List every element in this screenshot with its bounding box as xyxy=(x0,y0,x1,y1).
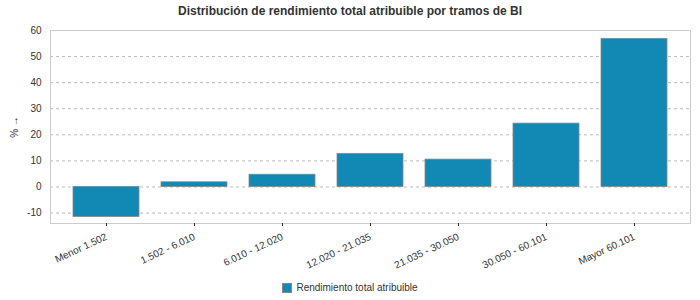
svg-text:60: 60 xyxy=(30,25,42,36)
svg-text:20: 20 xyxy=(30,129,42,140)
svg-text:10: 10 xyxy=(30,155,42,166)
svg-text:0: 0 xyxy=(36,181,42,192)
svg-text:30: 30 xyxy=(30,103,42,114)
svg-text:50: 50 xyxy=(30,51,42,62)
svg-text:-10: -10 xyxy=(27,207,42,218)
svg-text:% →: % → xyxy=(9,116,20,138)
svg-text:21.035 - 30.050: 21.035 - 30.050 xyxy=(393,231,462,271)
html-text:Distribución de rendimiento to: Distribución de rendimiento total atribu… xyxy=(178,4,522,18)
svg-text:1.502 - 6.010: 1.502 - 6.010 xyxy=(139,231,197,266)
svg-text:Mayor 60.101: Mayor 60.101 xyxy=(577,231,637,267)
svg-text:40: 40 xyxy=(30,77,42,88)
svg-text:30.050 - 60.101: 30.050 - 60.101 xyxy=(481,231,550,271)
svg-text:Menor 1.502: Menor 1.502 xyxy=(53,231,109,265)
svg-text:12.020 - 21.035: 12.020 - 21.035 xyxy=(305,231,374,271)
html-text:Rendimiento total atribuible: Rendimiento total atribuible xyxy=(296,282,418,294)
svg-text:6.010 - 12.020: 6.010 - 12.020 xyxy=(222,231,286,268)
